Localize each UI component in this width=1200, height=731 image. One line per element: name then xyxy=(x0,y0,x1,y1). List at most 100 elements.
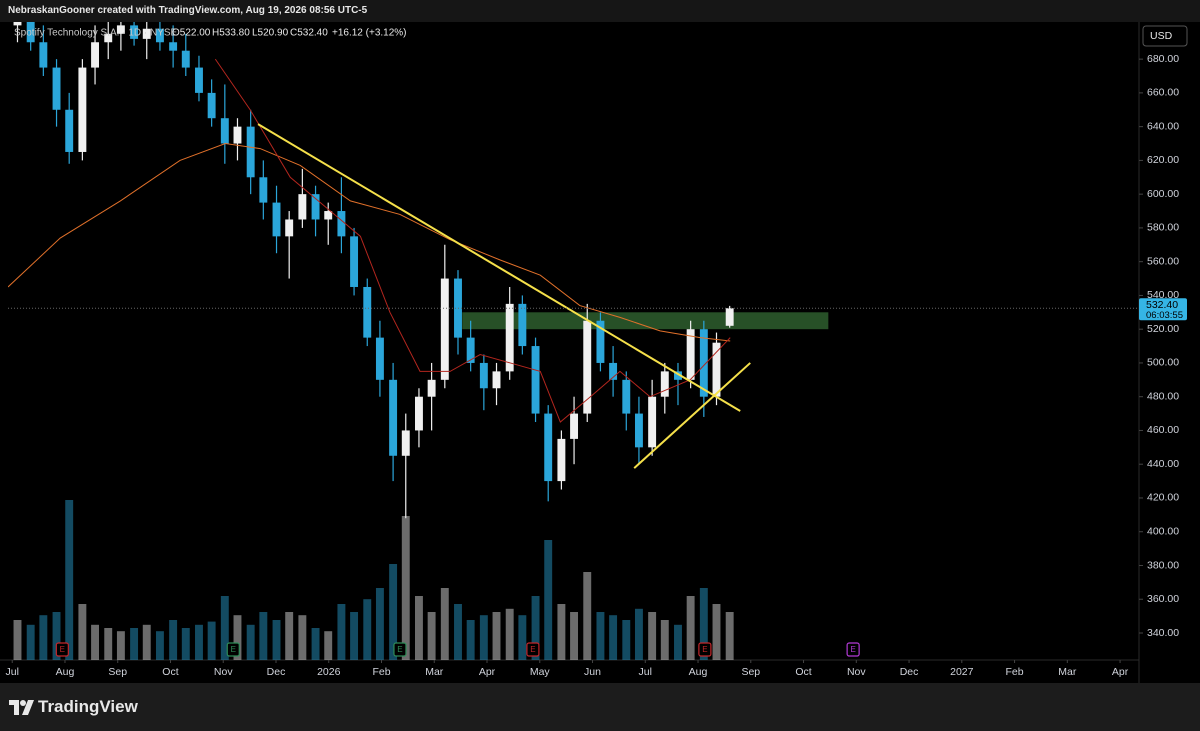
candle-body xyxy=(78,67,87,152)
candle-body xyxy=(544,413,553,482)
last-price-label: 532.40 xyxy=(1146,299,1178,311)
volume-bar xyxy=(622,620,631,660)
candle-body xyxy=(207,92,216,119)
x-tick-label: Oct xyxy=(162,666,178,678)
currency-button[interactable] xyxy=(1142,25,1188,47)
y-tick-label: 420.00 xyxy=(1147,492,1179,504)
x-tick-label: Mar xyxy=(1058,666,1077,678)
volume-bar xyxy=(181,628,190,660)
currency[interactable]: USD xyxy=(1150,30,1173,42)
logo-icon xyxy=(9,700,34,715)
volume-bar xyxy=(712,604,721,660)
y-tick-label: 500.00 xyxy=(1147,357,1179,369)
volume-bar xyxy=(725,612,734,660)
candle-body xyxy=(712,342,721,397)
volume-bar xyxy=(39,615,48,660)
candle-body xyxy=(634,413,643,448)
candle-body xyxy=(674,371,682,380)
candle-body xyxy=(609,362,618,380)
x-tick-label: 2026 xyxy=(317,666,341,678)
x-tick-label: Dec xyxy=(267,666,286,678)
candle-body xyxy=(311,194,320,220)
candle-body xyxy=(557,438,566,482)
candle-body xyxy=(466,337,475,363)
volume-bar xyxy=(233,615,242,660)
candle-body xyxy=(116,25,125,34)
candle-body xyxy=(220,118,229,144)
candle-body xyxy=(26,22,35,43)
earnings-marker xyxy=(55,642,69,657)
y-tick-label: 400.00 xyxy=(1147,526,1179,538)
candle-body xyxy=(65,109,74,152)
volume-bar xyxy=(648,612,657,660)
ohlc-open: O522.00 xyxy=(172,28,211,39)
volume-bar xyxy=(155,631,164,660)
ohlc-low: L520.90 xyxy=(252,28,289,39)
y-tick-label: 620.00 xyxy=(1147,154,1179,166)
attribution: NebraskanGooner created with TradingView… xyxy=(8,5,368,16)
volume-bar xyxy=(674,624,682,660)
earnings-label: E xyxy=(231,645,236,654)
y-tick-label: 520.00 xyxy=(1147,323,1179,335)
volume-bar xyxy=(531,596,540,660)
bar-countdown: 06:03:55 xyxy=(1146,310,1183,321)
volume-bar xyxy=(557,604,566,660)
ohlc-close: C532.40 xyxy=(290,28,328,39)
y-tick-label: 480.00 xyxy=(1147,390,1179,402)
volume-bar xyxy=(492,612,501,660)
logo: TradingView xyxy=(38,697,138,716)
x-tick-label: 2027 xyxy=(950,666,974,678)
candle-body xyxy=(130,25,139,39)
volume-bar xyxy=(686,596,695,660)
earnings-marker xyxy=(226,642,240,657)
x-tick-label: Apr xyxy=(479,666,496,678)
candle-body xyxy=(570,413,579,439)
earnings-label: E xyxy=(850,645,855,654)
candle-body xyxy=(699,329,708,397)
volume-bar xyxy=(660,620,669,660)
x-tick-label: Jul xyxy=(639,666,652,678)
earnings-label: E xyxy=(702,645,707,654)
earnings-label: E xyxy=(60,645,65,654)
volume-bar xyxy=(570,612,579,660)
x-tick-label: Mar xyxy=(425,666,444,678)
candle-body xyxy=(622,379,631,414)
chart: USD E E E E E E Spotify Technology S.A. · 1D … xyxy=(0,22,1200,683)
candle-body xyxy=(583,320,592,414)
volume-bar xyxy=(195,624,203,660)
candle-body xyxy=(39,42,48,68)
x-tick-label: May xyxy=(530,666,551,678)
price-zone xyxy=(462,312,829,330)
y-tick-label: 460.00 xyxy=(1147,424,1179,436)
x-tick-label: Feb xyxy=(1006,666,1024,678)
candle-body xyxy=(195,67,203,93)
trendline xyxy=(633,362,751,469)
candle-body xyxy=(104,33,113,43)
volume-bar xyxy=(169,620,178,660)
y-tick-label: 660.00 xyxy=(1147,87,1179,99)
volume-bar xyxy=(246,624,255,660)
moving-average xyxy=(214,58,731,423)
x-tick-label: Jun xyxy=(584,666,601,678)
candle-body xyxy=(415,396,423,431)
y-tick-label: 580.00 xyxy=(1147,222,1179,234)
earnings-label: E xyxy=(397,645,402,654)
volume-bar xyxy=(454,604,462,660)
candle-body xyxy=(686,329,695,380)
moving-average xyxy=(8,143,731,342)
volume-bar xyxy=(363,599,372,660)
x-tick-label: Sep xyxy=(741,666,760,678)
y-tick-label: 440.00 xyxy=(1147,458,1179,470)
candle-body xyxy=(350,236,359,287)
candle-body xyxy=(401,430,410,456)
y-tick-label: 680.00 xyxy=(1147,53,1179,65)
y-tick-label: 640.00 xyxy=(1147,120,1179,132)
candle-body xyxy=(272,202,281,237)
candle-body xyxy=(479,362,488,389)
earnings-marker xyxy=(526,642,540,657)
candle-body xyxy=(454,278,462,338)
volume-bar xyxy=(337,604,346,660)
candle-body xyxy=(518,303,527,347)
candle-body xyxy=(259,177,268,203)
candle-body xyxy=(660,371,669,397)
